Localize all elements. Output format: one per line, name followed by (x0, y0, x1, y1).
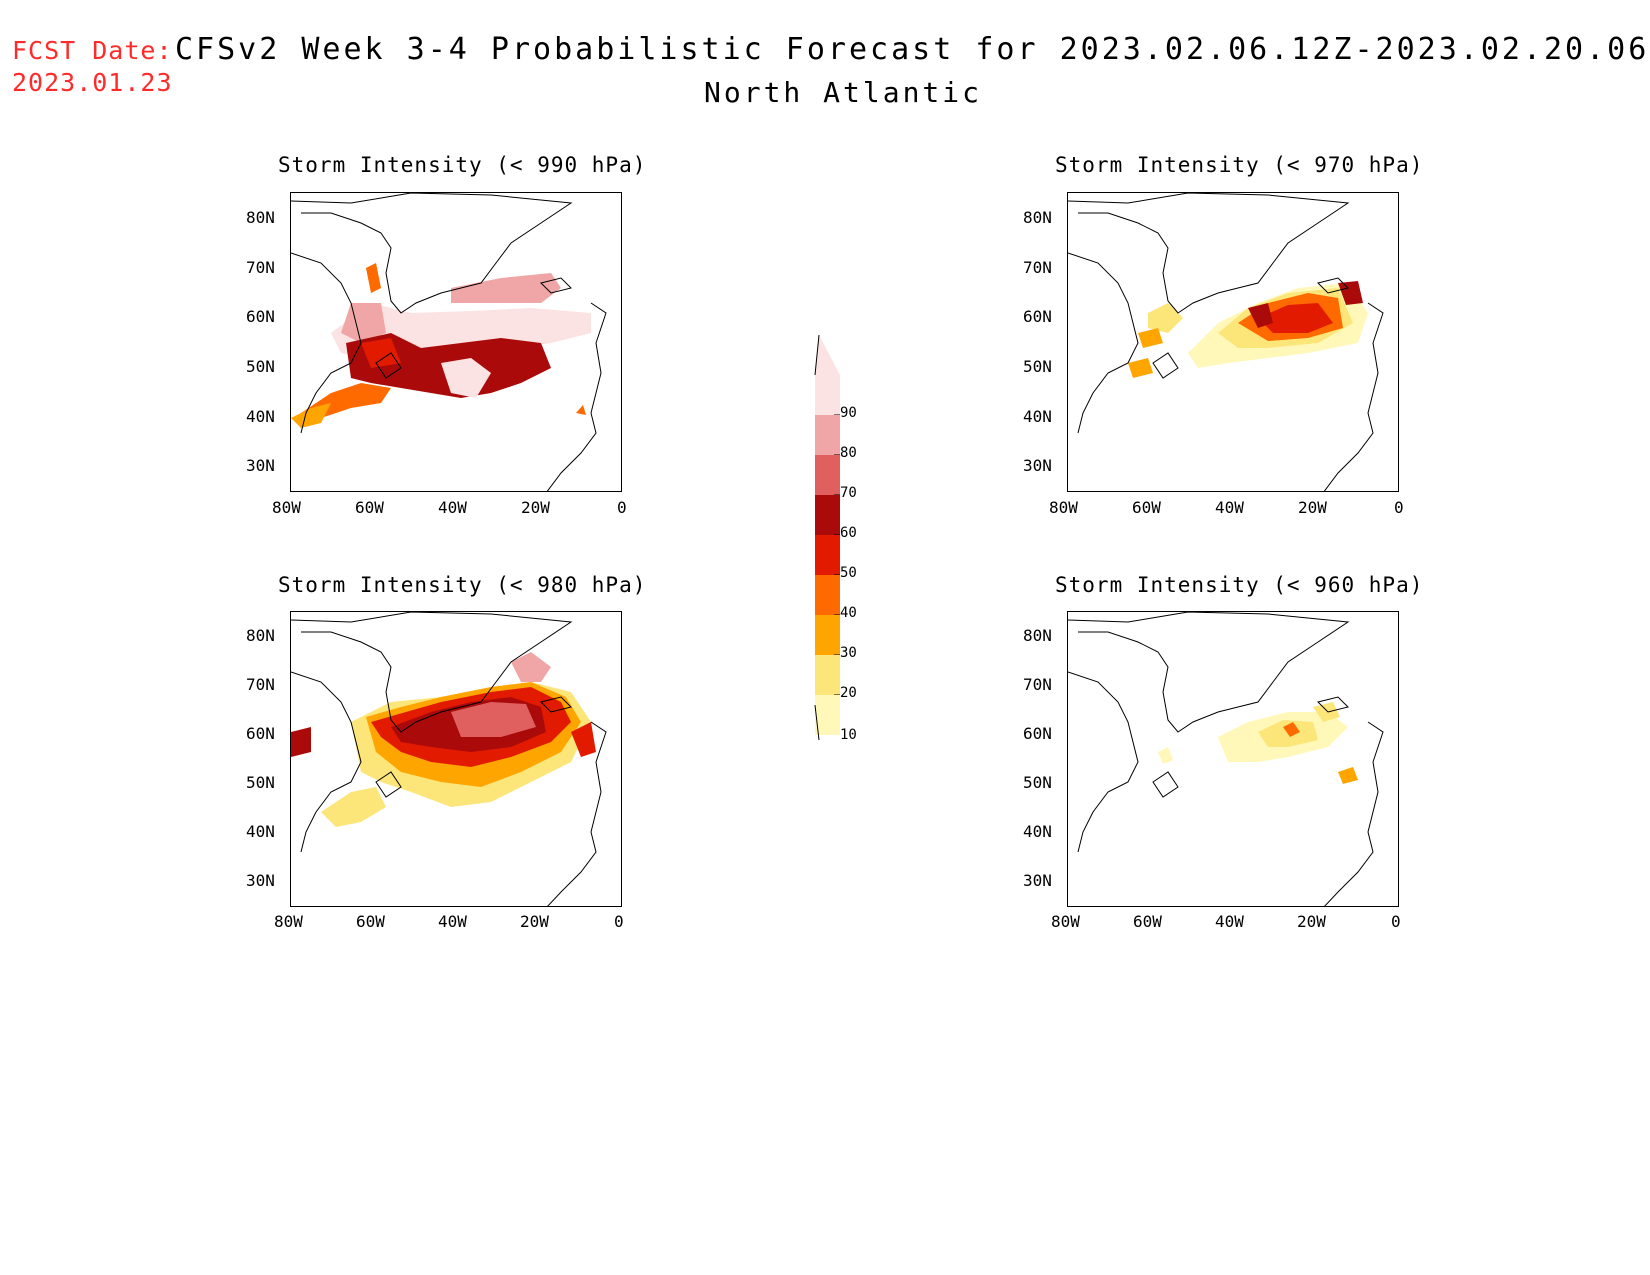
colorbar-swatch (815, 495, 840, 535)
map-970 (1067, 192, 1399, 492)
colorbar-label: 70 (840, 485, 857, 501)
colorbar-swatch (815, 535, 840, 575)
lat-label: 60N (1023, 724, 1052, 743)
colorbar-swatch (815, 575, 840, 615)
page-title: CFSv2 Week 3-4 Probabilistic Forecast fo… (175, 32, 1650, 67)
probability-field-970 (1128, 281, 1368, 378)
colorbar-graphic (814, 335, 840, 741)
colorbar-swatch (815, 375, 840, 415)
colorbar-swatch (815, 695, 840, 735)
probability-map-980 (291, 612, 607, 906)
lat-label: 80N (1023, 626, 1052, 645)
map-980 (290, 611, 622, 907)
map-990 (290, 192, 622, 492)
lat-label: 60N (246, 307, 275, 326)
probability-field-960 (1158, 702, 1358, 784)
probability-field-990 (291, 263, 591, 428)
lon-label: 40W (1215, 912, 1244, 931)
lon-label: 60W (356, 912, 385, 931)
probability-map-990 (291, 193, 607, 491)
coastlines-970 (1068, 193, 1384, 491)
colorbar-swatch (815, 455, 840, 495)
lat-label: 80N (246, 626, 275, 645)
lon-label: 80W (272, 498, 301, 517)
colorbar-top-cap (815, 335, 840, 375)
colorbar-swatch (815, 655, 840, 695)
colorbar-label: 10 (840, 727, 857, 743)
coastlines-990 (291, 193, 607, 491)
lon-label: 60W (1132, 498, 1161, 517)
lat-label: 60N (1023, 307, 1052, 326)
panel-title-990: Storm Intensity (< 990 hPa) (278, 153, 647, 177)
lat-label: 40N (1023, 822, 1052, 841)
panel-title-980: Storm Intensity (< 980 hPa) (278, 573, 647, 597)
lon-label: 80W (1051, 912, 1080, 931)
fcst-date: 2023.01.23 (12, 68, 173, 97)
lon-label: 20W (1297, 912, 1326, 931)
lon-label: 60W (1133, 912, 1162, 931)
coastlines-980 (291, 612, 607, 906)
lon-label: 80W (1049, 498, 1078, 517)
coastlines-960 (1068, 612, 1384, 906)
lat-label: 50N (1023, 357, 1052, 376)
colorbar-label: 90 (840, 405, 857, 421)
colorbar-swatch (815, 615, 840, 655)
lat-label: 70N (246, 675, 275, 694)
lon-label: 20W (521, 498, 550, 517)
lon-label: 40W (438, 498, 467, 517)
lat-label: 40N (1023, 407, 1052, 426)
lat-label: 50N (246, 357, 275, 376)
lat-label: 70N (1023, 258, 1052, 277)
colorbar-label: 40 (840, 605, 857, 621)
lat-label: 50N (246, 773, 275, 792)
lat-label: 30N (246, 871, 275, 890)
lon-label: 0 (614, 912, 624, 931)
lat-label: 30N (1023, 871, 1052, 890)
lon-label: 20W (1298, 498, 1327, 517)
fcst-label: FCST Date: (12, 36, 173, 65)
colorbar-label: 30 (840, 645, 857, 661)
colorbar-label: 80 (840, 445, 857, 461)
page-subtitle: North Atlantic (704, 76, 983, 109)
lat-label: 70N (246, 258, 275, 277)
probability-field-980 (291, 652, 596, 827)
probability-map-970 (1068, 193, 1384, 491)
probability-map-960 (1068, 612, 1384, 906)
lat-label: 50N (1023, 773, 1052, 792)
map-960 (1067, 611, 1399, 907)
lat-label: 30N (246, 456, 275, 475)
lon-label: 80W (274, 912, 303, 931)
lat-label: 80N (1023, 208, 1052, 227)
lat-label: 30N (1023, 456, 1052, 475)
colorbar-label: 50 (840, 565, 857, 581)
lat-label: 40N (246, 822, 275, 841)
lon-label: 0 (1391, 912, 1401, 931)
lon-label: 0 (617, 498, 627, 517)
lon-label: 20W (520, 912, 549, 931)
colorbar-swatch (815, 415, 840, 455)
panel-title-970: Storm Intensity (< 970 hPa) (1055, 153, 1424, 177)
lon-label: 40W (1215, 498, 1244, 517)
panel-title-960: Storm Intensity (< 960 hPa) (1055, 573, 1424, 597)
lon-label: 0 (1394, 498, 1404, 517)
lat-label: 60N (246, 724, 275, 743)
lat-label: 40N (246, 407, 275, 426)
lon-label: 60W (355, 498, 384, 517)
colorbar-label: 60 (840, 525, 857, 541)
lon-label: 40W (438, 912, 467, 931)
lat-label: 70N (1023, 675, 1052, 694)
lat-label: 80N (246, 208, 275, 227)
colorbar-label: 20 (840, 685, 857, 701)
